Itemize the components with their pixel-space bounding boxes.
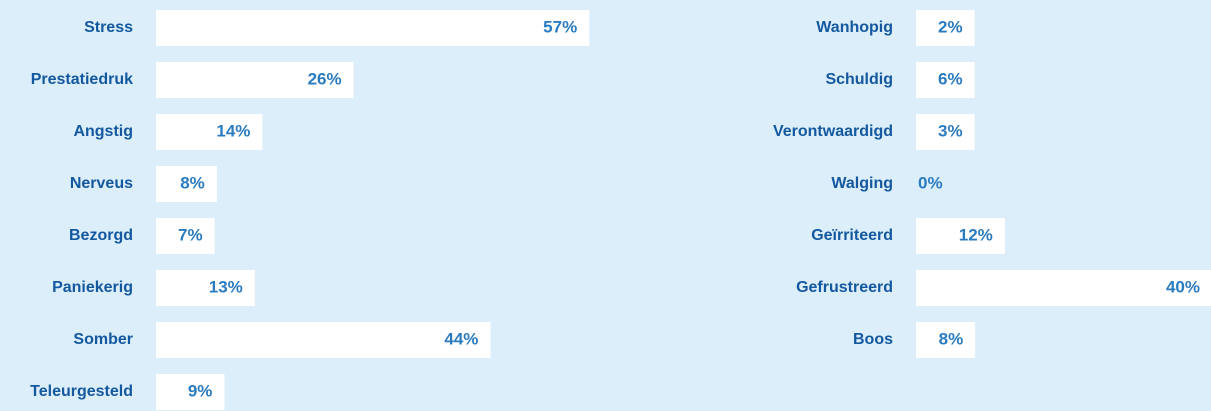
- bar: [156, 166, 217, 202]
- category-label: Geïrriteerd: [811, 227, 893, 244]
- category-label: Wanhopig: [816, 19, 893, 36]
- bar: [916, 218, 1005, 254]
- value-label: 44%: [444, 329, 478, 348]
- bar: [916, 270, 1211, 306]
- category-label: Angstig: [73, 123, 133, 140]
- category-label: Teleurgesteld: [30, 383, 133, 400]
- category-label: Boos: [853, 331, 893, 348]
- bar: [916, 62, 975, 98]
- value-label: 3%: [938, 121, 963, 140]
- category-label: Nerveus: [70, 175, 133, 192]
- category-label: Schuldig: [825, 71, 893, 88]
- category-label: Walging: [831, 175, 893, 192]
- value-label: 8%: [939, 329, 964, 348]
- category-label: Paniekerig: [52, 279, 133, 296]
- bar: [156, 10, 590, 46]
- value-label: 14%: [216, 121, 250, 140]
- value-label: 7%: [178, 225, 203, 244]
- bar: [156, 322, 491, 358]
- category-label: Prestatiedruk: [31, 71, 133, 88]
- value-label: 13%: [209, 277, 243, 296]
- value-label: 8%: [180, 173, 205, 192]
- value-label: 2%: [938, 17, 963, 36]
- value-label: 12%: [959, 225, 993, 244]
- category-label: Verontwaardigd: [773, 123, 893, 140]
- value-label: 57%: [543, 17, 577, 36]
- value-label: 40%: [1166, 277, 1200, 296]
- category-label: Stress: [84, 19, 133, 36]
- value-label: 0%: [918, 173, 943, 192]
- category-label: Bezorgd: [69, 227, 133, 244]
- bar: [156, 374, 225, 410]
- bar: [916, 10, 975, 46]
- value-label: 9%: [188, 381, 213, 400]
- category-label: Somber: [73, 331, 133, 348]
- category-label: Gefrustreerd: [796, 279, 893, 296]
- value-label: 6%: [938, 69, 963, 88]
- bar: [156, 114, 263, 150]
- bar: [156, 218, 215, 254]
- bar: [916, 114, 975, 150]
- value-label: 26%: [308, 69, 342, 88]
- bar: [156, 270, 255, 306]
- bar: [916, 322, 976, 358]
- bar: [156, 62, 354, 98]
